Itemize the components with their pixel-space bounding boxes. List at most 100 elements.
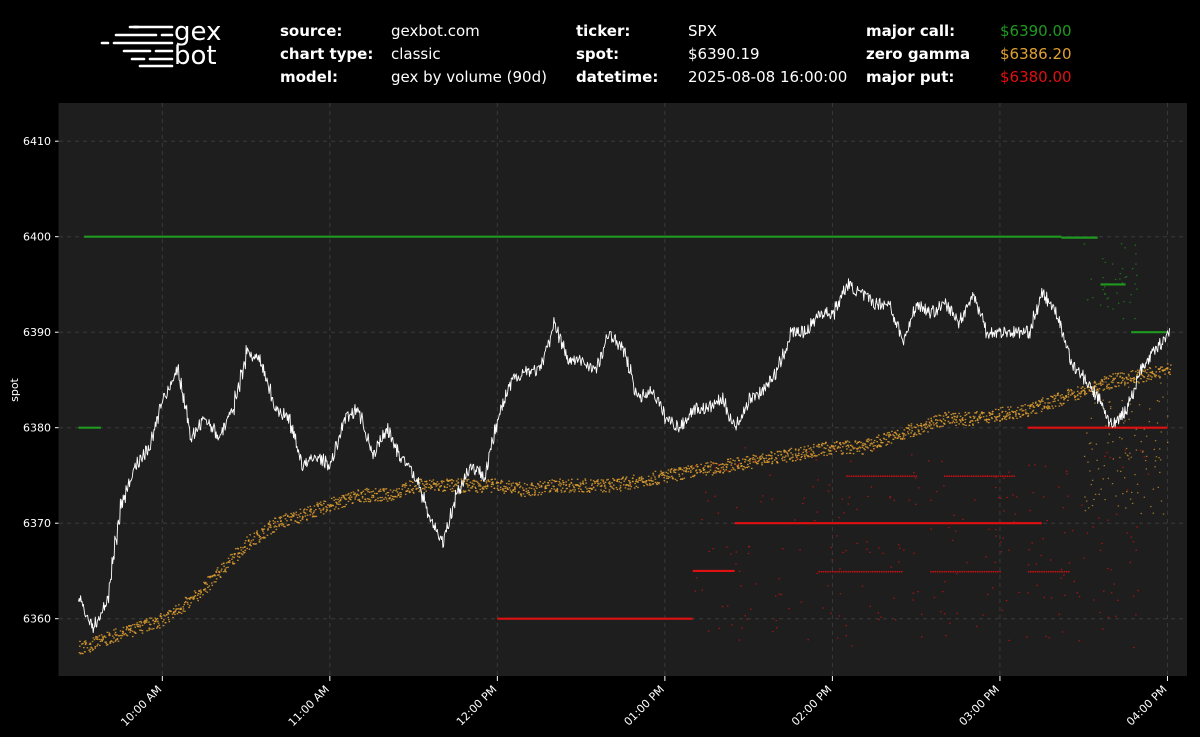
zero-gamma-point (758, 459, 760, 462)
major-put-point (701, 518, 703, 521)
zero-gamma-point (315, 508, 317, 511)
zero-gamma-point (79, 640, 81, 643)
zero-gamma-point (256, 530, 258, 532)
major-put-point (977, 570, 979, 573)
major-put-point (1008, 549, 1010, 551)
zero-gamma-point (1008, 417, 1011, 419)
zero-gamma-point (286, 524, 289, 526)
zero-gamma-point (523, 489, 525, 491)
zero-gamma-point (172, 608, 175, 610)
zero-gamma-point (1149, 371, 1152, 374)
zero-gamma-point (1144, 369, 1147, 371)
zero-gamma-point (733, 468, 735, 470)
zero-gamma-point (1043, 407, 1046, 409)
zero-gamma-point (274, 525, 277, 527)
zero-gamma-point (761, 453, 764, 455)
zero-gamma-point (759, 456, 761, 458)
zero-gamma-point (145, 618, 148, 620)
zero-gamma-point (1131, 377, 1133, 380)
zero-gamma-point (467, 486, 469, 488)
zero-gamma-point (1159, 471, 1161, 474)
zero-gamma-point (130, 627, 132, 629)
major-put-point (876, 570, 879, 573)
zero-gamma-point (982, 416, 985, 418)
zero-gamma-point (568, 484, 571, 486)
zero-gamma-point (681, 478, 684, 480)
zero-gamma-point (683, 467, 686, 469)
zero-gamma-point (1096, 459, 1098, 461)
zero-gamma-point (247, 539, 250, 542)
zero-gamma-point (828, 450, 831, 452)
zero-gamma-point (152, 627, 155, 630)
zero-gamma-point (1103, 378, 1106, 380)
zero-gamma-point (272, 520, 275, 522)
zero-gamma-point (705, 474, 708, 476)
meta-key: spot: (576, 45, 620, 63)
zero-gamma-point (1074, 399, 1077, 401)
major-call-point (1092, 297, 1094, 299)
major-put-point (1129, 561, 1132, 564)
zero-gamma-point (565, 484, 568, 486)
major-put-point (1060, 577, 1062, 579)
zero-gamma-point (1029, 405, 1031, 407)
major-put-point (1002, 475, 1004, 477)
zero-gamma-point (797, 454, 800, 456)
zero-gamma-point (119, 630, 122, 632)
zero-gamma-point (370, 491, 373, 493)
zero-gamma-point (732, 459, 734, 461)
zero-gamma-point (885, 438, 888, 441)
zero-gamma-point (781, 456, 784, 458)
zero-gamma-point (1093, 382, 1096, 384)
zero-gamma-point (178, 604, 180, 606)
zero-gamma-point (1132, 380, 1135, 382)
zero-gamma-point (932, 422, 935, 424)
zero-gamma-point (1141, 451, 1144, 453)
zero-gamma-point (1119, 372, 1122, 374)
zero-gamma-point (486, 485, 489, 487)
zero-gamma-point (633, 487, 636, 489)
zero-gamma-point (770, 458, 773, 460)
major-put-point (856, 570, 858, 573)
zero-gamma-point (546, 484, 549, 487)
zero-gamma-point (367, 491, 369, 493)
zero-gamma-point (889, 433, 891, 436)
zero-gamma-point (812, 443, 815, 446)
zero-gamma-point (1143, 376, 1145, 378)
zero-gamma-point (216, 569, 218, 571)
zero-gamma-point (643, 485, 645, 487)
zero-gamma-point (675, 468, 677, 471)
zero-gamma-point (397, 494, 400, 496)
zero-gamma-point (977, 421, 980, 424)
zero-gamma-point (1033, 406, 1036, 408)
zero-gamma-point (267, 529, 269, 531)
zero-gamma-point (491, 482, 494, 485)
zero-gamma-point (1062, 396, 1065, 398)
zero-gamma-point (665, 471, 668, 474)
zero-gamma-point (720, 463, 722, 466)
zero-gamma-point (882, 437, 885, 439)
zero-gamma-point (749, 460, 751, 462)
zero-gamma-point (400, 492, 402, 494)
zero-gamma-point (355, 495, 358, 497)
zero-gamma-point (1060, 402, 1062, 405)
zero-gamma-point (741, 458, 744, 460)
zero-gamma-point (667, 472, 669, 475)
zero-gamma-point (1162, 513, 1165, 515)
major-put-point (873, 475, 875, 477)
zero-gamma-point (371, 494, 374, 497)
major-put-point (934, 570, 937, 573)
zero-gamma-point (973, 416, 976, 418)
zero-gamma-point (619, 485, 622, 487)
zero-gamma-point (233, 554, 236, 556)
zero-gamma-point (596, 480, 598, 482)
major-put-point (735, 551, 737, 553)
major-put-point (930, 570, 932, 573)
zero-gamma-point (455, 483, 457, 485)
zero-gamma-point (578, 490, 580, 493)
zero-gamma-point (315, 515, 318, 518)
zero-gamma-point (237, 553, 239, 555)
major-put-point (988, 528, 990, 531)
zero-gamma-point (637, 481, 639, 483)
zero-gamma-point (528, 487, 531, 489)
zero-gamma-point (530, 482, 533, 484)
